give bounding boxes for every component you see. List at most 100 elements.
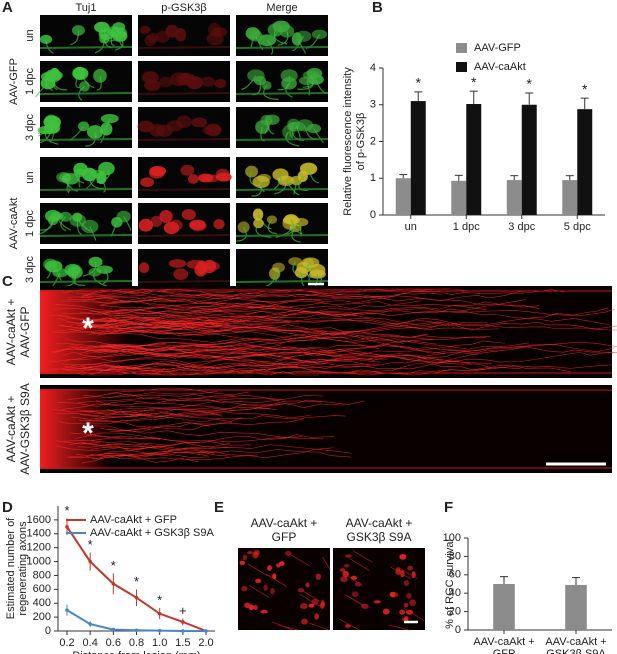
cell [255,578,262,584]
cell [263,584,268,591]
x-tick-label: 1 dpc [453,221,480,233]
axon [65,321,499,354]
axon [57,397,280,407]
x-tick-label: 0.6 [106,637,121,649]
neurite [76,216,91,232]
x-tick-label: 3 dpc [508,221,535,233]
neurite [265,120,275,135]
axon [92,317,227,330]
significance: * [582,81,588,97]
significance: + [179,603,187,618]
neurite [78,172,81,188]
axon [53,348,310,357]
cell [138,262,150,274]
column-header: Tuj1 [76,2,97,14]
fiber-band [39,92,133,95]
neurite [75,73,80,88]
cell [198,173,214,183]
y-tick-label: 20 [449,606,461,618]
point [134,628,139,633]
panel-label: A [2,0,13,16]
axon [106,333,237,343]
fiber [342,573,363,586]
cell [301,618,308,625]
column-header: Merge [266,2,297,14]
fiber-band [39,234,133,237]
point [134,595,139,600]
x-tick-label: 0.2 [59,637,74,649]
cell [315,573,322,580]
axon [79,417,151,422]
fiber [308,622,329,631]
neurite [274,174,282,190]
fiber [349,558,370,571]
fiber-band [235,46,329,49]
cell [390,591,399,598]
axon [62,306,442,327]
fiber-band [235,188,329,191]
cell [155,30,170,43]
cell [215,168,231,181]
column-header: p-GSK3β [161,2,206,14]
x-tick-label: 0.8 [129,637,144,649]
cell [272,573,277,580]
x-tick-label: GFP [493,648,516,654]
legend-label: AAV-GFP [474,42,521,54]
cell [206,32,224,46]
cell [350,575,358,581]
y-tick-label: 4 [370,62,376,74]
axon [95,400,322,407]
axon [51,321,222,333]
neurite [96,168,110,184]
neurite [285,180,300,196]
axon [64,360,572,375]
neurite [251,181,263,197]
x-axis-label: Distance from lesion (mm) [72,650,200,654]
micrograph [333,548,425,630]
fiber [345,594,367,608]
axon [75,345,334,353]
y-tick-label: 0 [45,625,51,637]
neurite [306,80,311,96]
cell [305,582,310,588]
significance: * [111,558,116,573]
fiber [388,624,409,631]
panel-label: B [372,0,383,16]
cell [340,576,348,583]
axon [61,403,345,411]
neurite [285,82,293,98]
cell [299,603,308,610]
axon [76,289,540,312]
neurite [86,173,99,189]
axon [67,453,210,459]
axon [101,335,434,348]
y-tick-label: 200 [33,611,51,623]
neurite [76,220,83,235]
neurite [39,215,54,231]
fiber [248,584,270,598]
cell [403,602,409,608]
point [65,525,69,529]
fiber-band [39,188,133,191]
cell [399,553,407,560]
neurite [102,269,109,285]
cell [344,563,350,568]
fiber [403,608,425,621]
cell [382,608,390,615]
cell [276,563,281,568]
bar [493,584,515,630]
x-tick-label: 1.0 [152,637,167,649]
cell [150,215,163,228]
axon [52,408,170,418]
axon [54,445,229,452]
cell [407,565,413,571]
neurite [82,261,97,277]
cell [178,72,196,85]
row-label: 3 dpc [24,114,36,141]
fiber [277,624,298,631]
row-label: 3 dpc [24,256,36,283]
cell [373,600,381,604]
bar [466,104,482,215]
point [157,611,162,616]
axon [83,333,380,352]
